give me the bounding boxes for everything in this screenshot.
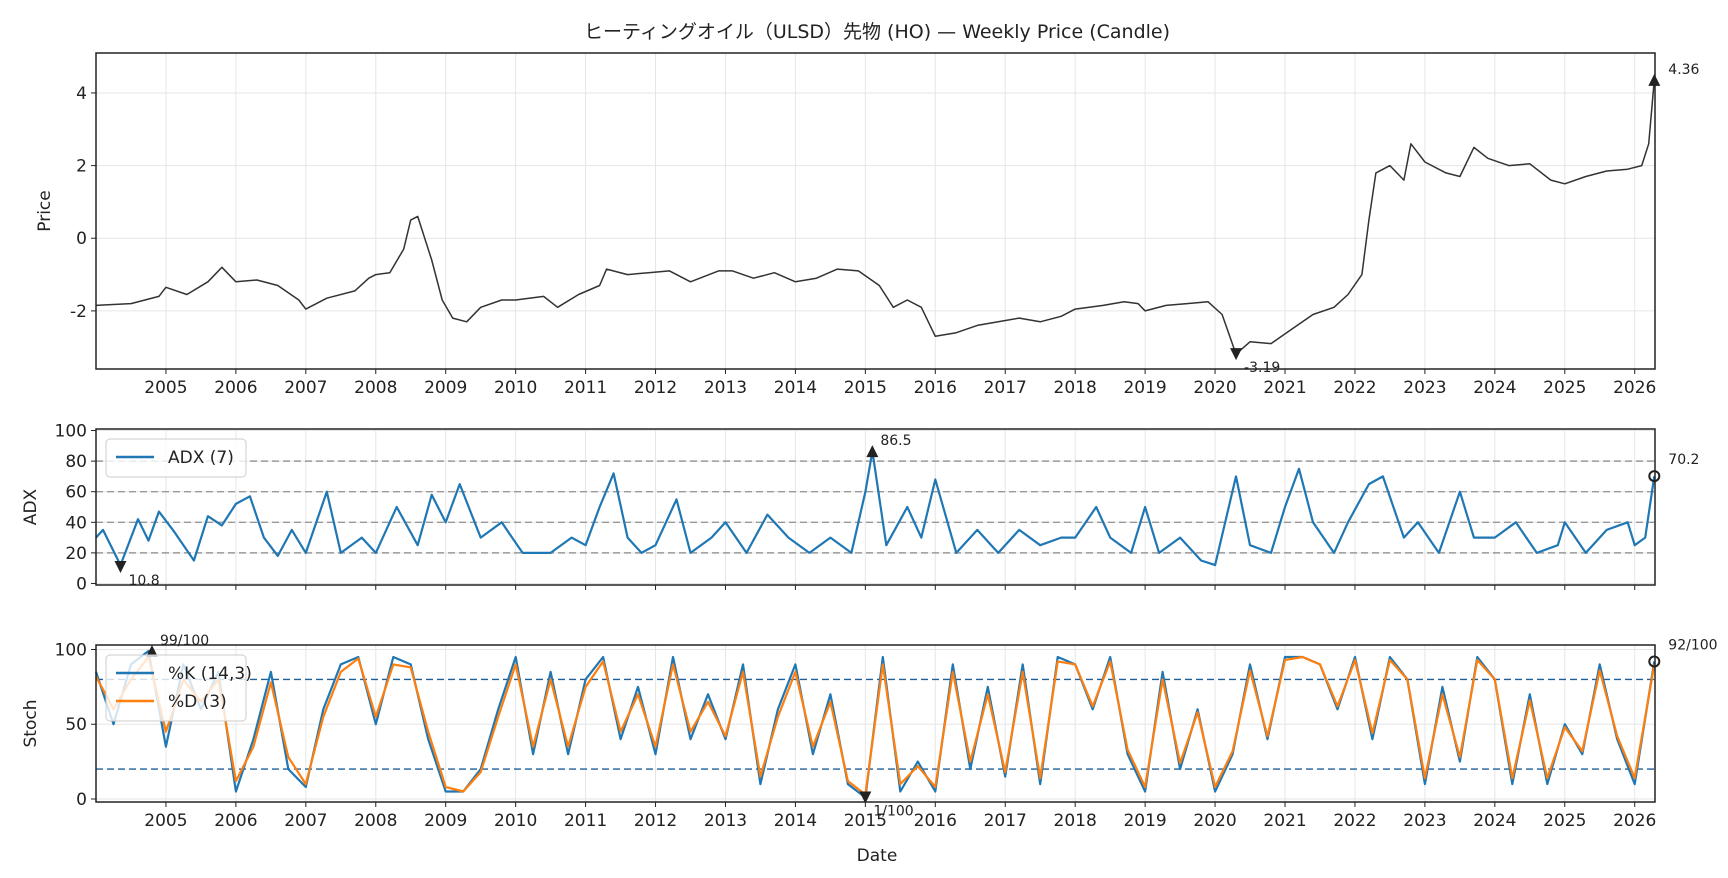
y-tick-label: 100 — [55, 422, 87, 442]
y-tick-label: 100 — [55, 640, 87, 660]
y-tick-label: 0 — [76, 574, 87, 594]
x-tick-label: 2020 — [1193, 811, 1236, 831]
y-tick-label: 40 — [65, 513, 87, 533]
x-tick-label: 2022 — [1333, 378, 1376, 398]
x-tick-label: 2005 — [144, 811, 187, 831]
plot-frame — [95, 428, 1656, 586]
annotation-label: 4.36 — [1668, 62, 1699, 78]
annotation-label: 99/100 — [160, 633, 209, 649]
y-tick-label: 50 — [65, 715, 87, 735]
annotation-label: -3.19 — [1244, 360, 1280, 376]
x-tick-label: 2025 — [1543, 378, 1586, 398]
x-tick-label: 2025 — [1543, 811, 1586, 831]
chart-title: ヒーティングオイル（ULSD）先物 (HO) — Weekly Price (C… — [584, 21, 1170, 43]
series-line — [95, 450, 1656, 567]
x-tick-label: 2023 — [1403, 811, 1446, 831]
x-tick-label: 2006 — [214, 811, 257, 831]
x-tick-label: 2005 — [144, 378, 187, 398]
y-tick-label: 0 — [76, 790, 87, 810]
y-tick-label: 60 — [65, 483, 87, 503]
x-tick-label: 2012 — [634, 811, 677, 831]
x-tick-label: 2011 — [564, 811, 607, 831]
y-axis-label: ADX — [21, 488, 41, 525]
x-tick-label: 2026 — [1613, 378, 1656, 398]
annotation-label: 70.2 — [1668, 452, 1699, 468]
x-tick-label: 2023 — [1403, 378, 1446, 398]
x-tick-label: 2015 — [844, 378, 887, 398]
panel-2: 0 20 40 60 80 100 ADX 86.5 10.8 70.2 ADX (7) — [21, 422, 1699, 595]
x-tick-label: 2010 — [494, 811, 537, 831]
x-tick-label: 2019 — [1123, 378, 1166, 398]
max-marker — [145, 644, 158, 657]
panel-3: 0 50 100 2005 2006 2007 2008 2009 2010 2011 2012 20… — [21, 633, 1718, 831]
y-axis-label: Stoch — [21, 700, 41, 748]
x-tick-label: 2008 — [354, 811, 397, 831]
x-tick-label: 2017 — [984, 811, 1027, 831]
x-tick-label: 2014 — [774, 378, 817, 398]
annotation-label: 10.8 — [128, 573, 159, 589]
x-tick-label: 2009 — [424, 811, 467, 831]
x-tick-label: 2024 — [1473, 378, 1516, 398]
annotation-label: 92/100 — [1668, 637, 1717, 653]
x-tick-label: 2020 — [1193, 378, 1236, 398]
plot-frame — [95, 52, 1656, 370]
x-tick-label: 2006 — [214, 378, 257, 398]
x-tick-label: 2014 — [774, 811, 817, 831]
annotation-label: 86.5 — [880, 433, 911, 449]
x-tick-label: 2013 — [704, 811, 747, 831]
x-tick-label: 2017 — [984, 378, 1027, 398]
x-tick-label: 2022 — [1333, 811, 1376, 831]
x-tick-label: 2007 — [284, 811, 327, 831]
min-marker — [1230, 348, 1243, 361]
legend-box — [105, 438, 247, 478]
x-tick-label: 2019 — [1123, 811, 1166, 831]
y-tick-label: 20 — [65, 544, 87, 564]
x-tick-label: 2021 — [1263, 378, 1306, 398]
y-tick-label: -2 — [70, 302, 87, 322]
x-tick-label: 2008 — [354, 378, 397, 398]
x-tick-label: 2007 — [284, 378, 327, 398]
series-line — [95, 79, 1656, 355]
plot-frame — [95, 644, 1656, 803]
x-tick-label: 2024 — [1473, 811, 1516, 831]
min-marker — [859, 791, 872, 804]
y-tick-label: 2 — [76, 157, 87, 177]
x-tick-label: 2016 — [914, 378, 957, 398]
legend-entry: %K (14,3) — [168, 664, 252, 684]
legend-entry: ADX (7) — [168, 448, 234, 468]
x-tick-label: 2011 — [564, 378, 607, 398]
series-line — [95, 655, 1656, 796]
y-axis-label: Price — [35, 190, 55, 231]
x-tick-label: 2026 — [1613, 811, 1656, 831]
annotation-label: 1/100 — [873, 804, 913, 820]
x-tick-label: 2018 — [1054, 811, 1097, 831]
x-tick-label: 2013 — [704, 378, 747, 398]
x-tick-label: 2015 — [844, 811, 887, 831]
y-tick-label: 80 — [65, 452, 87, 472]
legend-box — [105, 654, 247, 722]
x-tick-label: 2021 — [1263, 811, 1306, 831]
min-marker — [114, 560, 127, 573]
x-tick-label: 2018 — [1054, 378, 1097, 398]
x-tick-label: 2010 — [494, 378, 537, 398]
max-marker — [866, 445, 879, 458]
x-tick-label: 2012 — [634, 378, 677, 398]
panel-1: -2 0 2 4 2005 2006 2007 2008 2009 2010 2011 2012 201… — [35, 52, 1700, 398]
x-tick-label: 2009 — [424, 378, 467, 398]
x-axis-label: Date — [857, 846, 898, 866]
x-tick-label: 2016 — [914, 811, 957, 831]
y-tick-label: 0 — [76, 229, 87, 249]
legend-entry: %D (3) — [168, 692, 227, 712]
y-tick-label: 4 — [76, 84, 87, 104]
